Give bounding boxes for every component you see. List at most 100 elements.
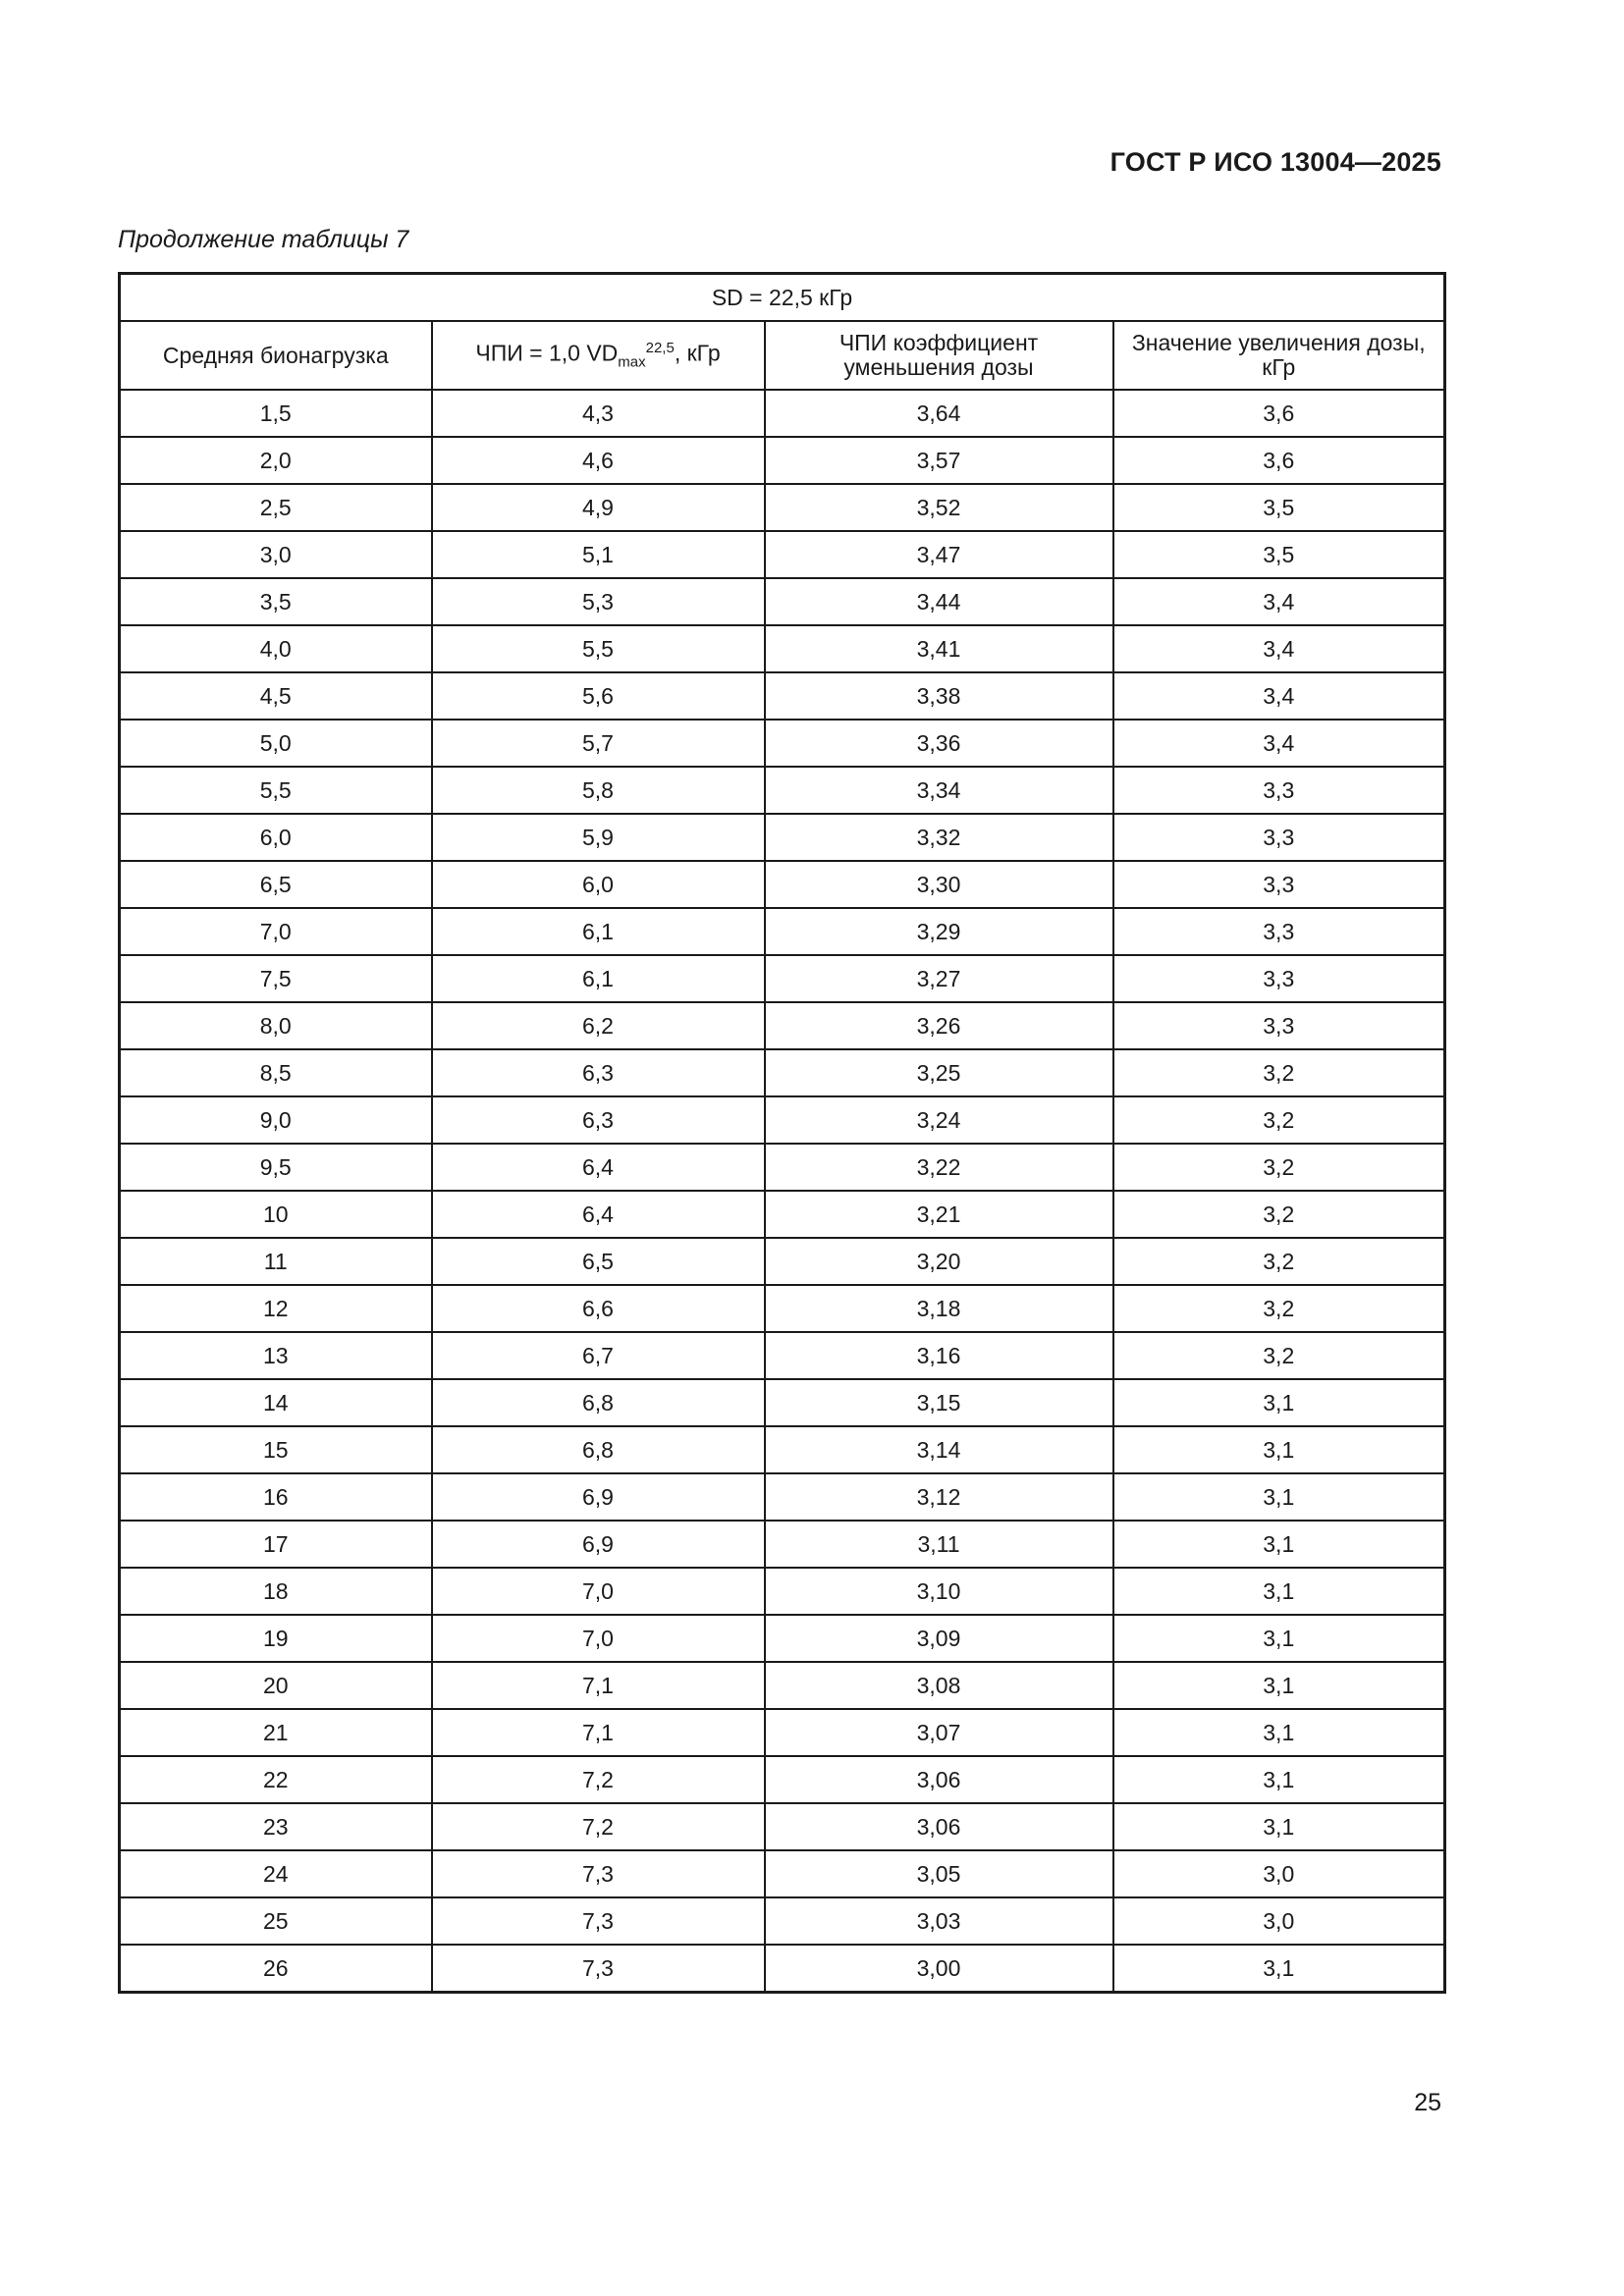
- cell-bioburden: 22: [118, 1755, 433, 1804]
- cell-vdmax: 6,8: [430, 1425, 766, 1474]
- cell-reduction-factor: 3,52: [763, 483, 1114, 532]
- cell-bioburden: 19: [118, 1614, 433, 1663]
- cell-reduction-factor: 3,09: [763, 1614, 1114, 1663]
- cell-dose-increment: 3,0: [1111, 1849, 1446, 1898]
- group-header-row: SD = 22,5 кГр: [118, 272, 1446, 322]
- cell-vdmax: 6,5: [430, 1237, 766, 1286]
- cell-dose-increment: 3,1: [1111, 1425, 1446, 1474]
- cell-dose-increment: 3,3: [1111, 813, 1446, 862]
- cell-bioburden: 25: [118, 1896, 433, 1946]
- table-row: 7,0 6,1 3,29 3,3: [118, 907, 1446, 956]
- cell-vdmax: 7,3: [430, 1944, 766, 1994]
- cell-reduction-factor: 3,25: [763, 1048, 1114, 1097]
- cell-bioburden: 3,0: [118, 530, 433, 579]
- table-row: 9,0 6,3 3,24 3,2: [118, 1095, 1446, 1145]
- cell-bioburden: 16: [118, 1472, 433, 1522]
- vdmax-subscript: max: [618, 353, 646, 371]
- table-row: 10 6,4 3,21 3,2: [118, 1190, 1446, 1239]
- table-row: 24 7,3 3,05 3,0: [118, 1849, 1446, 1898]
- table-row: 22 7,2 3,06 3,1: [118, 1755, 1446, 1804]
- table-row: 18 7,0 3,10 3,1: [118, 1567, 1446, 1616]
- cell-bioburden: 13: [118, 1331, 433, 1380]
- cell-bioburden: 8,5: [118, 1048, 433, 1097]
- cell-dose-increment: 3,1: [1111, 1661, 1446, 1710]
- cell-bioburden: 11: [118, 1237, 433, 1286]
- cell-reduction-factor: 3,34: [763, 766, 1114, 815]
- cell-reduction-factor: 3,11: [763, 1520, 1114, 1569]
- cell-reduction-factor: 3,30: [763, 860, 1114, 909]
- cell-bioburden: 8,0: [118, 1001, 433, 1050]
- column-header-reduction-factor: ЧПИ коэффициент уменьшения дозы: [763, 320, 1114, 391]
- cell-bioburden: 9,0: [118, 1095, 433, 1145]
- cell-reduction-factor: 3,06: [763, 1755, 1114, 1804]
- table-row: 15 6,8 3,14 3,1: [118, 1425, 1446, 1474]
- cell-bioburden: 6,0: [118, 813, 433, 862]
- cell-dose-increment: 3,3: [1111, 860, 1446, 909]
- cell-reduction-factor: 3,00: [763, 1944, 1114, 1994]
- cell-dose-increment: 3,3: [1111, 907, 1446, 956]
- table-row: 8,0 6,2 3,26 3,3: [118, 1001, 1446, 1050]
- document-title: ГОСТ Р ИСО 13004—2025: [1110, 147, 1441, 177]
- group-header: SD = 22,5 кГр: [118, 272, 1446, 322]
- cell-reduction-factor: 3,03: [763, 1896, 1114, 1946]
- cell-dose-increment: 3,3: [1111, 766, 1446, 815]
- cell-vdmax: 6,1: [430, 907, 766, 956]
- cell-bioburden: 7,5: [118, 954, 433, 1003]
- table-row: 7,5 6,1 3,27 3,3: [118, 954, 1446, 1003]
- cell-reduction-factor: 3,24: [763, 1095, 1114, 1145]
- cell-reduction-factor: 3,06: [763, 1802, 1114, 1851]
- cell-reduction-factor: 3,14: [763, 1425, 1114, 1474]
- column-header-dose-increment: Значение увеличения дозы, кГр: [1111, 320, 1446, 391]
- cell-dose-increment: 3,6: [1111, 389, 1446, 438]
- cell-reduction-factor: 3,07: [763, 1708, 1114, 1757]
- cell-dose-increment: 3,1: [1111, 1944, 1446, 1994]
- cell-dose-increment: 3,2: [1111, 1190, 1446, 1239]
- cell-vdmax: 7,1: [430, 1708, 766, 1757]
- vdmax-suffix: , кГр: [674, 341, 721, 367]
- cell-reduction-factor: 3,10: [763, 1567, 1114, 1616]
- cell-bioburden: 18: [118, 1567, 433, 1616]
- cell-dose-increment: 3,4: [1111, 719, 1446, 768]
- cell-bioburden: 23: [118, 1802, 433, 1851]
- cell-bioburden: 4,0: [118, 624, 433, 673]
- cell-bioburden: 14: [118, 1378, 433, 1427]
- cell-dose-increment: 3,4: [1111, 577, 1446, 626]
- cell-reduction-factor: 3,27: [763, 954, 1114, 1003]
- cell-vdmax: 6,4: [430, 1190, 766, 1239]
- table-body: 1,5 4,3 3,64 3,6 2,0 4,6 3,57 3,6 2,5 4,9 3,52 3,5 3…: [118, 389, 1446, 1994]
- cell-reduction-factor: 3,20: [763, 1237, 1114, 1286]
- cell-bioburden: 20: [118, 1661, 433, 1710]
- cell-reduction-factor: 3,08: [763, 1661, 1114, 1710]
- cell-vdmax: 6,3: [430, 1048, 766, 1097]
- table-row: 17 6,9 3,11 3,1: [118, 1520, 1446, 1569]
- cell-dose-increment: 3,6: [1111, 436, 1446, 485]
- cell-vdmax: 7,1: [430, 1661, 766, 1710]
- cell-bioburden: 2,5: [118, 483, 433, 532]
- table-row: 6,0 5,9 3,32 3,3: [118, 813, 1446, 862]
- column-header-row: Средняя бионагрузка ЧПИ = 1,0 VDmax22,5,…: [118, 320, 1446, 391]
- cell-vdmax: 6,9: [430, 1472, 766, 1522]
- table-row: 23 7,2 3,06 3,1: [118, 1802, 1446, 1851]
- cell-vdmax: 5,3: [430, 577, 766, 626]
- table-row: 4,5 5,6 3,38 3,4: [118, 671, 1446, 721]
- table-row: 9,5 6,4 3,22 3,2: [118, 1143, 1446, 1192]
- cell-dose-increment: 3,1: [1111, 1755, 1446, 1804]
- table-row: 8,5 6,3 3,25 3,2: [118, 1048, 1446, 1097]
- cell-vdmax: 6,2: [430, 1001, 766, 1050]
- cell-reduction-factor: 3,64: [763, 389, 1114, 438]
- vdmax-prefix: ЧПИ = 1,0 VD: [475, 341, 619, 367]
- cell-vdmax: 7,3: [430, 1896, 766, 1946]
- table-row: 2,5 4,9 3,52 3,5: [118, 483, 1446, 532]
- table-row: 19 7,0 3,09 3,1: [118, 1614, 1446, 1663]
- cell-bioburden: 15: [118, 1425, 433, 1474]
- cell-bioburden: 17: [118, 1520, 433, 1569]
- cell-vdmax: 6,1: [430, 954, 766, 1003]
- cell-dose-increment: 3,1: [1111, 1567, 1446, 1616]
- cell-dose-increment: 3,1: [1111, 1378, 1446, 1427]
- cell-vdmax: 6,8: [430, 1378, 766, 1427]
- cell-vdmax: 6,0: [430, 860, 766, 909]
- cell-vdmax: 5,7: [430, 719, 766, 768]
- cell-reduction-factor: 3,21: [763, 1190, 1114, 1239]
- table-row: 3,5 5,3 3,44 3,4: [118, 577, 1446, 626]
- cell-vdmax: 5,5: [430, 624, 766, 673]
